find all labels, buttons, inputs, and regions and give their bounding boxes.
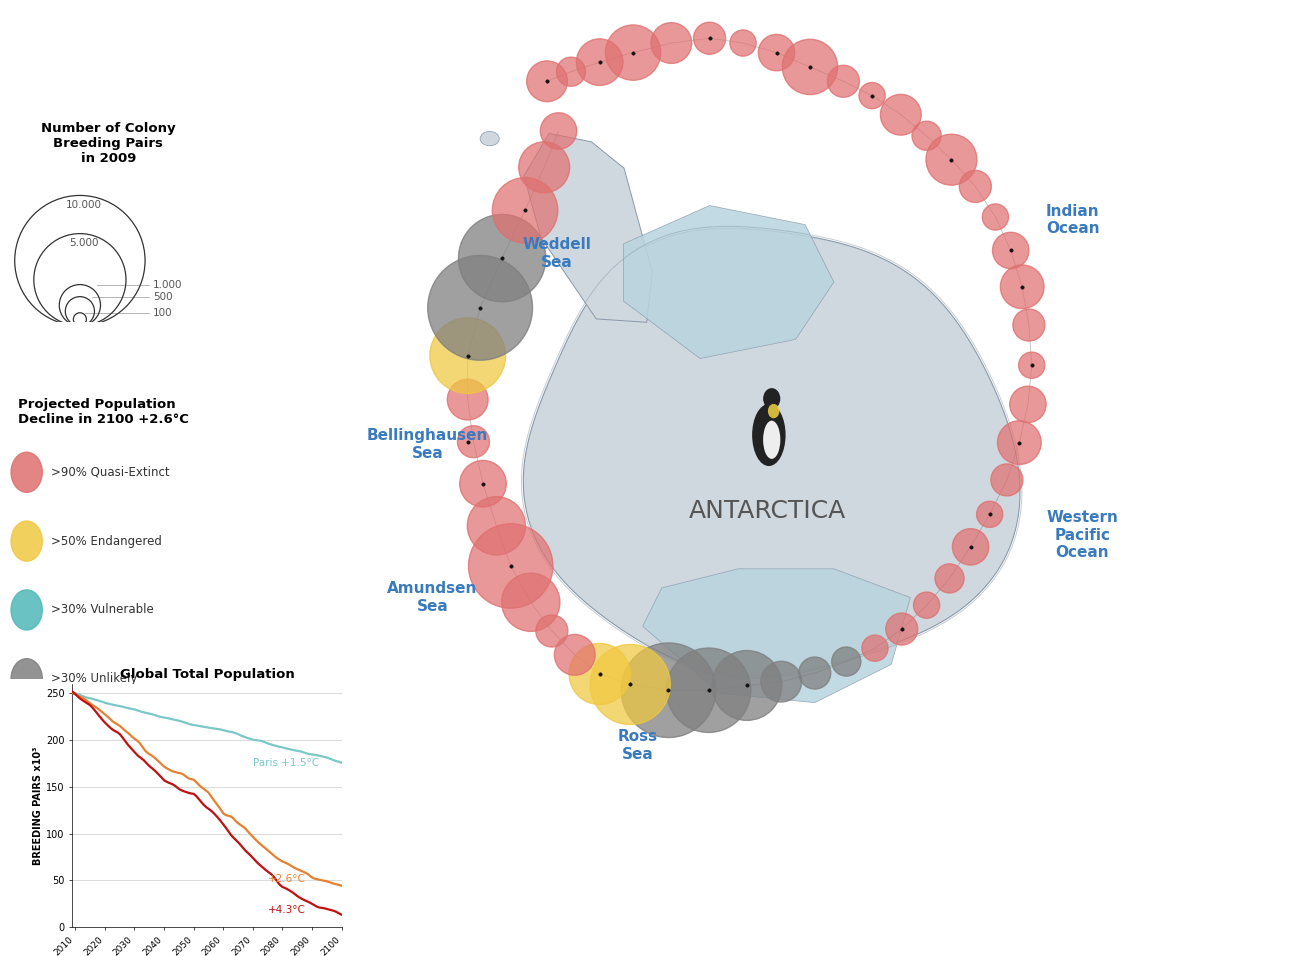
Circle shape	[468, 497, 526, 554]
Circle shape	[622, 643, 716, 737]
Text: +2.6°C: +2.6°C	[268, 874, 306, 883]
Title: Global Total Population: Global Total Population	[120, 668, 294, 681]
Text: Indian
Ocean: Indian Ocean	[1046, 204, 1100, 236]
Circle shape	[666, 648, 750, 732]
Circle shape	[527, 61, 568, 101]
Text: Bellinghausen
Sea: Bellinghausen Sea	[367, 428, 489, 461]
Circle shape	[536, 615, 568, 647]
Circle shape	[577, 39, 623, 85]
Text: Paris +1.5°C: Paris +1.5°C	[252, 758, 319, 769]
Circle shape	[428, 255, 532, 360]
Circle shape	[997, 421, 1041, 465]
Circle shape	[459, 214, 545, 302]
Ellipse shape	[763, 421, 781, 459]
Circle shape	[1000, 265, 1045, 309]
Circle shape	[493, 178, 558, 243]
Circle shape	[983, 204, 1009, 230]
Text: >50% Endangered: >50% Endangered	[51, 534, 162, 548]
Circle shape	[430, 317, 506, 394]
Circle shape	[782, 39, 837, 95]
Text: +4.3°C: +4.3°C	[268, 905, 306, 916]
Circle shape	[519, 141, 570, 193]
Circle shape	[469, 524, 553, 608]
Circle shape	[556, 57, 586, 86]
Circle shape	[992, 232, 1029, 269]
Circle shape	[457, 425, 489, 458]
Polygon shape	[624, 206, 834, 358]
Text: >90% Quasi-Extinct: >90% Quasi-Extinct	[51, 466, 170, 479]
Circle shape	[569, 643, 631, 705]
Circle shape	[832, 647, 861, 676]
Polygon shape	[524, 134, 652, 322]
Text: Western
Pacific
Ocean: Western Pacific Ocean	[1046, 511, 1118, 560]
Circle shape	[555, 635, 595, 675]
Circle shape	[11, 659, 42, 699]
Circle shape	[1018, 352, 1045, 379]
Text: Ross
Sea: Ross Sea	[618, 729, 658, 762]
Circle shape	[991, 464, 1022, 496]
Circle shape	[11, 452, 42, 492]
Polygon shape	[643, 569, 911, 703]
Circle shape	[460, 461, 506, 507]
Text: 500: 500	[154, 292, 173, 302]
Text: 10.000: 10.000	[66, 200, 102, 209]
Text: >30% Unlikely: >30% Unlikely	[51, 672, 138, 685]
Y-axis label: BREEDING PAIRS x10³: BREEDING PAIRS x10³	[33, 747, 43, 864]
Text: 5.000: 5.000	[70, 238, 99, 248]
Circle shape	[758, 34, 795, 71]
Circle shape	[11, 590, 42, 630]
Text: Weddell
Sea: Weddell Sea	[522, 237, 591, 270]
Text: Number of Colony
Breeding Pairs
in 2009: Number of Colony Breeding Pairs in 2009	[41, 122, 176, 165]
Circle shape	[862, 635, 888, 662]
Circle shape	[11, 521, 42, 561]
Circle shape	[540, 113, 577, 149]
Text: Projected Population
Decline in 2100 +2.6°C: Projected Population Decline in 2100 +2.…	[18, 398, 189, 425]
Circle shape	[447, 380, 487, 420]
Text: 100: 100	[154, 308, 173, 317]
Circle shape	[976, 501, 1003, 528]
Polygon shape	[523, 228, 1020, 676]
Circle shape	[828, 65, 859, 98]
Circle shape	[912, 121, 941, 150]
Circle shape	[913, 592, 940, 619]
Circle shape	[1013, 309, 1045, 341]
Text: Amundsen
Sea: Amundsen Sea	[388, 581, 477, 614]
Circle shape	[731, 30, 756, 56]
Circle shape	[694, 22, 725, 54]
Circle shape	[886, 613, 917, 645]
Text: >30% Vulnerable: >30% Vulnerable	[51, 603, 154, 617]
Circle shape	[799, 657, 830, 689]
Ellipse shape	[752, 403, 786, 467]
Circle shape	[959, 170, 991, 203]
Circle shape	[936, 564, 964, 593]
Circle shape	[590, 644, 670, 725]
Text: 1.000: 1.000	[154, 279, 183, 290]
Circle shape	[859, 82, 886, 109]
Circle shape	[712, 650, 782, 721]
Text: ANTARCTICA: ANTARCTICA	[689, 499, 846, 524]
Circle shape	[953, 529, 988, 565]
Ellipse shape	[767, 403, 779, 418]
Circle shape	[761, 662, 802, 702]
Ellipse shape	[480, 132, 499, 146]
Circle shape	[650, 23, 691, 63]
Circle shape	[926, 134, 976, 185]
Circle shape	[606, 25, 661, 80]
Circle shape	[880, 95, 921, 135]
Ellipse shape	[763, 388, 781, 409]
Circle shape	[1009, 386, 1046, 423]
Circle shape	[502, 574, 560, 631]
